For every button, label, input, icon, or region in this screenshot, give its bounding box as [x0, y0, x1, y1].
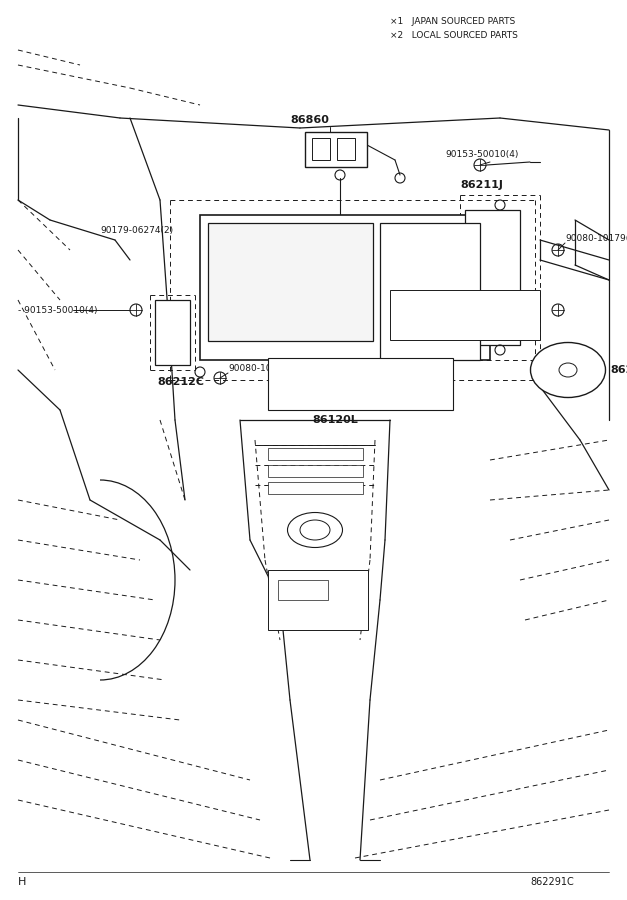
Bar [208, 223, 373, 341]
Bar [312, 138, 330, 160]
Text: 90080-10179(2): 90080-10179(2) [228, 364, 302, 373]
Text: 86860: 86860 [290, 115, 329, 125]
Ellipse shape [530, 343, 606, 398]
Bar [390, 290, 540, 340]
Ellipse shape [288, 512, 342, 547]
Text: 90080-10179(2): 90080-10179(2) [565, 233, 627, 242]
Text: 862291C: 862291C [530, 877, 574, 887]
Bar [337, 138, 355, 160]
Text: 86211J: 86211J [460, 180, 503, 190]
Text: 90153-50010(4): 90153-50010(4) [445, 150, 519, 159]
Text: ×1 90011-23011: ×1 90011-23011 [396, 303, 466, 312]
Bar [268, 358, 453, 410]
Bar [268, 482, 363, 494]
Bar [268, 448, 363, 460]
Text: 86271: 86271 [610, 365, 627, 375]
Text: ×2   LOCAL SOURCED PARTS: ×2 LOCAL SOURCED PARTS [390, 32, 518, 40]
Bar [380, 223, 480, 360]
Bar [278, 580, 328, 600]
Bar [200, 215, 490, 360]
Bar [155, 300, 190, 365]
Text: 86212C: 86212C [157, 377, 204, 387]
Text: H: H [18, 877, 26, 887]
Bar [268, 570, 368, 630]
Ellipse shape [559, 363, 577, 377]
Text: ×1 90011-23011: ×1 90011-23011 [274, 372, 344, 381]
Bar [465, 210, 520, 345]
Ellipse shape [300, 520, 330, 540]
Text: ×2 90010-26001: ×2 90010-26001 [396, 318, 466, 327]
Text: 86120L: 86120L [312, 415, 358, 425]
Text: 90179-06274(2): 90179-06274(2) [100, 226, 173, 235]
Text: - 90153-50010(4): - 90153-50010(4) [18, 305, 98, 314]
Bar [305, 132, 367, 167]
Text: ×2 90010-26001: ×2 90010-26001 [274, 388, 344, 397]
Text: ×1   JAPAN SOURCED PARTS: ×1 JAPAN SOURCED PARTS [390, 17, 515, 26]
Bar [268, 465, 363, 477]
